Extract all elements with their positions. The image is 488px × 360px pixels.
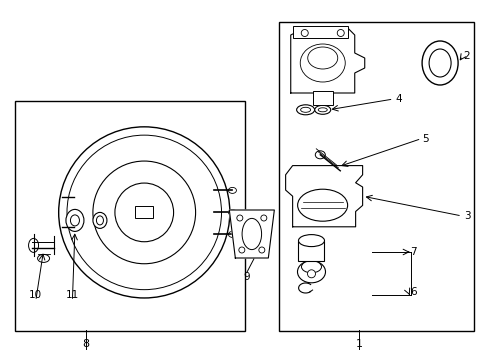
Ellipse shape [70,215,79,226]
Polygon shape [285,166,362,227]
Ellipse shape [307,270,315,278]
Text: 10: 10 [29,290,42,300]
Ellipse shape [297,261,325,283]
Text: 11: 11 [65,290,79,300]
Text: 7: 7 [409,247,416,257]
Ellipse shape [297,189,347,221]
Ellipse shape [38,255,49,262]
Ellipse shape [300,107,310,112]
Ellipse shape [238,247,244,253]
Ellipse shape [228,231,236,237]
Ellipse shape [236,215,243,221]
Ellipse shape [301,261,321,273]
Ellipse shape [307,47,337,69]
Text: 1: 1 [355,339,362,349]
Ellipse shape [296,105,314,115]
Ellipse shape [66,210,84,231]
Ellipse shape [421,41,457,85]
Bar [312,91,332,105]
Ellipse shape [337,30,344,36]
Polygon shape [290,28,364,93]
Bar [298,240,324,261]
Text: 4: 4 [394,94,401,104]
Text: 3: 3 [463,211,469,221]
Ellipse shape [242,219,261,249]
Ellipse shape [315,151,325,159]
Bar [278,22,473,331]
Text: 9: 9 [243,272,250,282]
Polygon shape [229,210,274,258]
Ellipse shape [301,30,307,36]
Ellipse shape [300,44,345,82]
Ellipse shape [428,49,450,77]
Ellipse shape [28,238,39,252]
Ellipse shape [228,210,236,215]
Text: 5: 5 [421,134,428,144]
Ellipse shape [298,235,324,247]
Ellipse shape [96,216,103,225]
Ellipse shape [314,105,330,114]
Text: 2: 2 [463,51,469,61]
Bar [135,206,153,219]
Ellipse shape [93,212,107,228]
Text: 8: 8 [82,339,89,349]
Ellipse shape [228,188,236,193]
Ellipse shape [318,108,326,112]
Bar [292,26,347,38]
Bar [15,101,244,331]
Ellipse shape [260,215,266,221]
Text: 6: 6 [409,287,416,297]
Ellipse shape [258,247,264,253]
